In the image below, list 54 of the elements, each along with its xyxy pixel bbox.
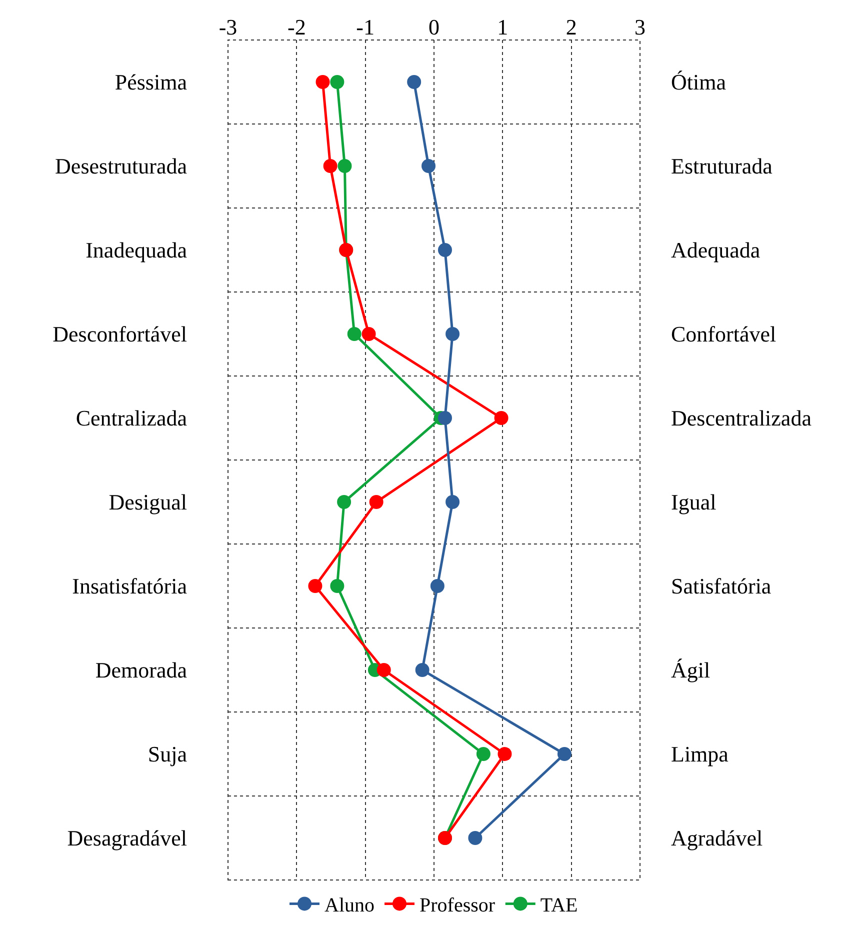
y-tick-label: Demorada [95,658,188,683]
point [330,579,344,593]
legend-label: TAE [540,894,578,916]
point [362,327,376,341]
point [468,831,482,845]
point [476,747,490,761]
y-tick-label: Inadequada [86,238,188,263]
y2-tick-label: Limpa [671,742,729,767]
point [446,327,460,341]
y-tick-label: Desagradável [67,826,187,851]
x-tick-label: 1 [497,14,508,40]
y2-tick-label: Ágil [671,658,710,683]
y2-tick-label: Confortável [671,322,776,347]
point [438,243,452,257]
point [407,75,422,89]
point [415,663,430,677]
legend-label: Professor [420,894,496,916]
y-tick-label: Desestruturada [55,154,188,179]
point [430,579,444,593]
point [369,495,384,509]
y2-tick-label: Estruturada [671,154,773,179]
point [422,159,436,173]
y2-tick-label: Ótima [671,70,726,95]
point [446,495,460,509]
y-tick-label: Desconfortável [52,322,187,347]
y-tick-label: Insatisfatória [72,574,188,599]
x-tick-label: 2 [566,14,577,40]
y-tick-label: Péssima [114,70,188,95]
point [347,327,362,341]
x-tick-label: -2 [288,14,306,40]
legend-label: Aluno [324,894,374,916]
y-tick-label: Desigual [108,490,187,515]
x-tick-label: -1 [356,14,374,40]
point [338,159,352,173]
point [376,663,391,677]
point [308,579,322,593]
y2-tick-label: Igual [671,490,716,515]
y-tick-label: Suja [148,742,188,767]
point [330,75,344,89]
y-tick-label: Centralizada [76,406,188,431]
point [323,159,338,173]
x-tick-label: 0 [428,14,440,40]
y2-tick-label: Satisfatória [671,574,772,599]
x-tick-label: 3 [634,14,646,40]
y2-tick-label: Adequada [671,238,760,263]
point [494,411,508,425]
point [337,495,352,509]
point [438,411,452,425]
y2-tick-label: Agradável [671,826,763,851]
point [316,75,330,89]
point [498,747,512,761]
y2-tick-label: Descentralizada [671,406,812,431]
x-tick-label: -3 [218,14,238,40]
point [557,747,572,761]
